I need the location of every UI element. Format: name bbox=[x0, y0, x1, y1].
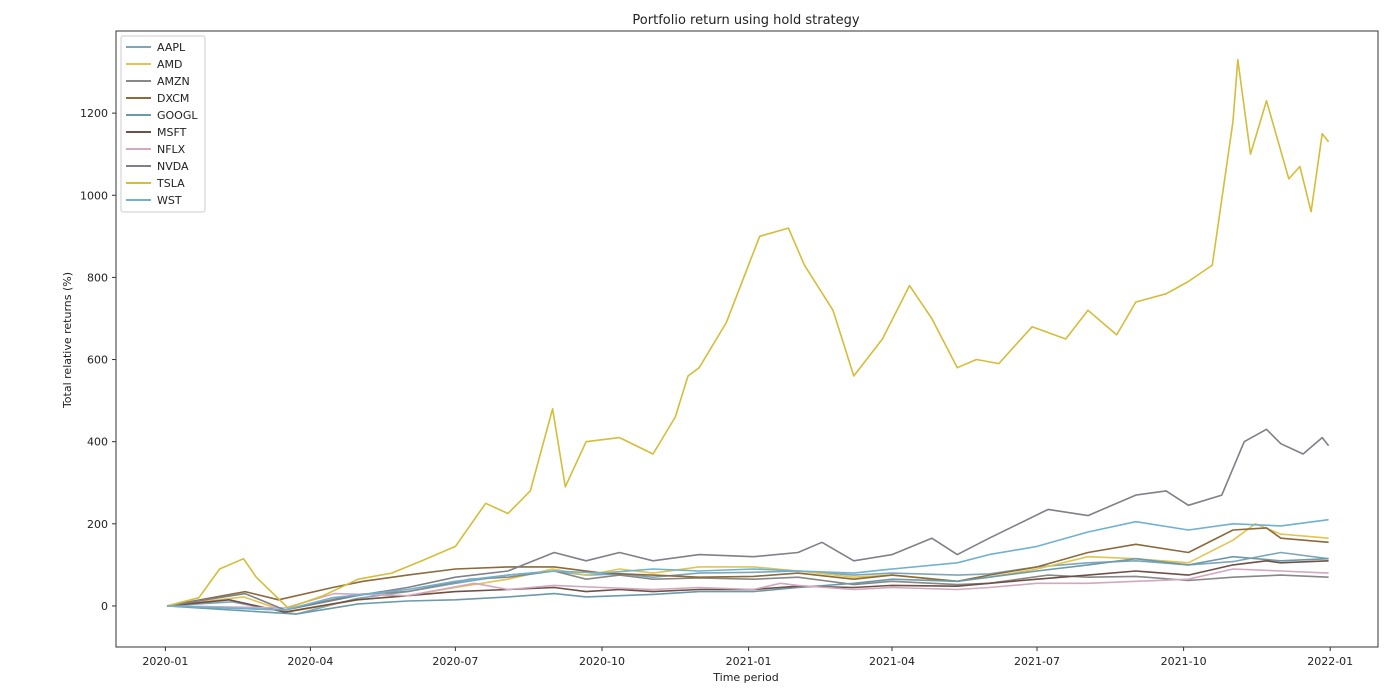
series-layer bbox=[166, 58, 1330, 615]
x-tick-label: 2021-04 bbox=[869, 655, 915, 668]
y-tick-label: 800 bbox=[87, 271, 108, 284]
series-line-dxcm bbox=[166, 527, 1329, 607]
y-axis: 0 200 400 600 800 1000 1200 bbox=[80, 107, 116, 613]
x-axis-label: Time period bbox=[712, 671, 778, 684]
series-line-wst bbox=[166, 518, 1329, 611]
x-tick-label: 2021-01 bbox=[726, 655, 772, 668]
plot-frame bbox=[115, 30, 1379, 648]
legend-label-amzn: AMZN bbox=[157, 75, 190, 88]
legend-label-aapl: AAPL bbox=[157, 41, 186, 54]
legend-label-amd: AMD bbox=[157, 58, 183, 71]
legend-label-msft: MSFT bbox=[157, 126, 187, 139]
x-tick-label: 2020-04 bbox=[287, 655, 333, 668]
legend-label-nvda: NVDA bbox=[157, 160, 189, 173]
x-axis: 2020-01 2020-04 2020-07 2020-10 2021-01 2021-… bbox=[142, 647, 1353, 668]
y-tick-label: 1000 bbox=[80, 189, 108, 202]
series-line-tsla bbox=[166, 58, 1330, 609]
y-tick-label: 200 bbox=[87, 518, 108, 531]
x-tick-label: 2020-10 bbox=[579, 655, 625, 668]
series-line-nflx bbox=[166, 568, 1329, 609]
x-tick-label: 2021-10 bbox=[1161, 655, 1207, 668]
y-tick-label: 600 bbox=[87, 354, 108, 367]
chart-title: Portfolio return using hold strategy bbox=[632, 13, 859, 28]
x-tick-label: 2022-01 bbox=[1307, 655, 1353, 668]
legend-label-wst: WST bbox=[157, 194, 182, 207]
series-line-aapl bbox=[166, 551, 1329, 615]
series-line-googl bbox=[166, 555, 1329, 615]
y-tick-label: 1200 bbox=[80, 107, 108, 120]
x-tick-label: 2020-01 bbox=[142, 655, 188, 668]
x-tick-label: 2020-07 bbox=[432, 655, 478, 668]
x-tick-label: 2021-07 bbox=[1014, 655, 1060, 668]
legend-label-googl: GOOGL bbox=[157, 109, 198, 122]
legend: AAPL AMD AMZN DXCM GOOGL MSFT NFLX NVDA TSLA WST bbox=[120, 35, 206, 213]
y-axis-label: Total relative returns (%) bbox=[61, 272, 74, 409]
legend-label-nflx: NFLX bbox=[157, 143, 186, 156]
legend-label-dxcm: DXCM bbox=[157, 92, 189, 105]
legend-label-tsla: TSLA bbox=[156, 177, 185, 190]
y-tick-label: 0 bbox=[101, 600, 108, 613]
series-line-nvda bbox=[166, 428, 1330, 611]
y-tick-label: 400 bbox=[87, 436, 108, 449]
